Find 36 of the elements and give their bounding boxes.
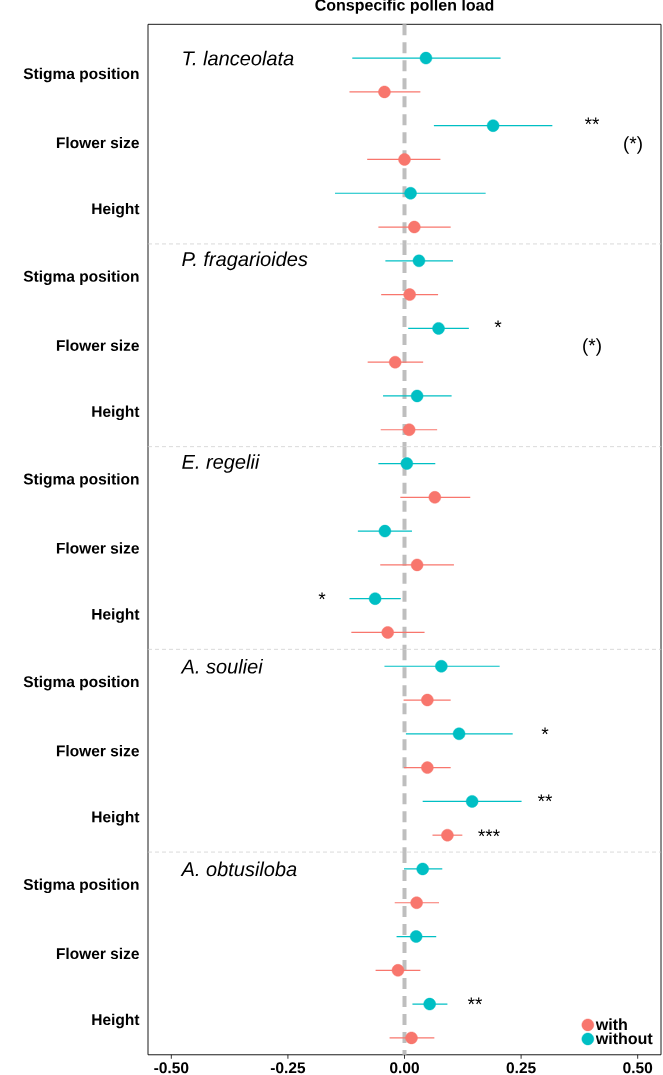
x-tick-label: 0.00 [390,1062,419,1074]
annotation: * [318,592,326,600]
annotation: T. lanceolata [183,50,294,66]
annotation: ** [584,117,600,125]
annotation: *** [478,829,500,837]
y-tick-label: Flower size [56,136,139,149]
x-tick-label: -0.50 [154,1062,189,1074]
y-tick-label: Stigma position [23,67,139,83]
y-tick-label: Flower size [56,542,139,554]
legend-label: with [595,1018,627,1031]
y-tick-label: Stigma position [23,878,139,894]
annotation: A. souliei [180,658,264,674]
y-tick-label: Flower size [56,745,139,757]
y-tick-label: Height [92,405,140,421]
y-tick-label: Height [92,1013,140,1029]
y-tick-label: Height [92,811,140,826]
annotation: A. obtusiloba [180,861,297,877]
y-tick-label: Flower size [56,947,139,960]
y-tick-label: Flower size [56,339,139,351]
y-tick-label: Stigma position [23,675,139,691]
x-tick-label: -0.25 [270,1062,306,1074]
x-tick-label: 0.25 [506,1062,536,1074]
annotation: (*) [624,136,642,154]
annotation: E. regelii [182,454,260,473]
y-tick-label: Stigma position [23,270,139,285]
y-tick-label: Stigma position [23,473,139,488]
annotation: P. fragarioides [182,251,308,271]
x-tick-label: 0.50 [623,1062,653,1074]
annotation: * [541,727,549,735]
annotation: (*) [583,338,601,356]
annotation: ** [537,794,553,802]
annotation: ** [467,997,483,1005]
y-tick-label: Height [92,202,140,218]
annotation: * [494,320,502,328]
y-tick-label: Height [92,608,140,623]
legend-label: without [595,1032,653,1045]
